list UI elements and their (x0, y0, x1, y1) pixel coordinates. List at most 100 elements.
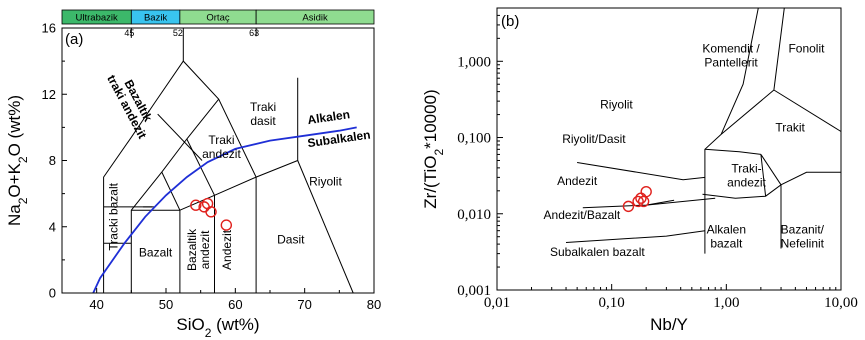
subscript: 2 (205, 326, 212, 340)
wf-x-tick-label: 0,10 (599, 295, 625, 311)
tas-field-label: Tracki bazalt (106, 182, 120, 250)
tas-field-label-line: andezit (202, 147, 241, 161)
silica-classification-bands: Ultrabazik Bazik Ortaç Asidik 45 52 63 (61, 9, 375, 38)
silica-band-label: Ortaç (206, 13, 229, 24)
wf-x-tick-label: 0,01 (484, 295, 510, 311)
tas-y-tick-label: 12 (42, 87, 56, 102)
tas-boundary-line (255, 77, 299, 293)
wf-field-label-line: Trakit (775, 120, 805, 134)
tas-field-boundaries (103, 28, 354, 294)
wf-boundary-line (704, 148, 761, 155)
tas-field-label: Traki dasit (250, 100, 276, 128)
tas-field-label-line: Bazaltik (185, 228, 199, 271)
subscript: 2 (16, 197, 30, 204)
wf-field-label: Fonolit (788, 42, 825, 56)
tas-field-label: Bazaltiktraki andezit (104, 66, 161, 141)
wf-field-label-line: Komendit / (702, 42, 760, 56)
tas-field-label-line: Bazalt (139, 246, 173, 260)
wf-field-label: Andezit (557, 174, 598, 188)
wf-field-label-line: Andezit/Bazalt (544, 208, 621, 222)
tas-sample-point (190, 199, 202, 211)
tas-field-label-line: Dasit (277, 232, 305, 246)
label-arrow (157, 113, 203, 161)
wf-boundary-line (577, 162, 705, 181)
wf-field-label: Komendit / Pantellerit (702, 42, 760, 70)
tas-field-label: Andezit (220, 229, 234, 270)
wf-field-label: Bazanit/Nefelinit (781, 223, 825, 251)
tas-field-label-line: Traki (208, 133, 234, 147)
tas-y-tick-label: 8 (49, 153, 56, 168)
wf-field-label: Subalkalen bazalt (550, 245, 645, 259)
tas-field-label-line: Traki (250, 100, 276, 114)
wf-y-tick-label: 0,001 (457, 283, 491, 299)
tas-y-tick-label: 16 (42, 21, 56, 36)
silica-band-label: Ultrabazik (76, 13, 118, 24)
tas-sample-points (190, 197, 233, 231)
tas-boundary-line (179, 176, 257, 293)
silica-band (255, 9, 375, 25)
wf-field-label: Riyolit (600, 98, 633, 112)
tas-diagram-panel: Ultrabazik Bazik Ortaç Asidik 45 52 63 Bazalti… (5, 9, 382, 340)
wf-field-label-line: Andezit (557, 174, 598, 188)
subscript: 2 (432, 149, 446, 156)
wf-field-label: Traki-andezit (727, 161, 766, 189)
wf-boundary-line (565, 230, 705, 243)
wf-y-tick-label: 1,000 (457, 54, 491, 70)
tas-x-tick-label: 60 (228, 297, 242, 312)
tas-y-tick-label: 0 (49, 286, 56, 301)
tas-y-tick-label: 4 (49, 219, 56, 234)
wf-field-label: Alkalen bazalt (707, 223, 746, 251)
wf-field-labels: Komendit / Pantellerit Fonolit Riyolit Traki… (544, 42, 826, 259)
tas-x-axis-title: SiO2 (wt%) (176, 315, 259, 340)
text-run: O (wt%) (5, 95, 24, 156)
tas-field-label-line: Riyolit (309, 174, 342, 188)
wf-field-label-line: Nefelinit (781, 237, 825, 251)
wf-boundary-line (702, 171, 841, 199)
wf-field-label-line: Riyolit (600, 98, 633, 112)
text-run: Zr/(TiO (421, 156, 440, 209)
tas-x-tick-label: 80 (367, 297, 381, 312)
wf-field-label-line: Traki- (731, 161, 761, 175)
wf-field-label-line: andezit (727, 175, 766, 189)
silica-band-tick-label: 52 (173, 28, 183, 38)
tas-x-tick-label: 50 (159, 297, 173, 312)
tas-x-tick-label: 70 (297, 297, 311, 312)
wf-y-tick-label: 0,100 (457, 131, 491, 147)
tas-sample-point (220, 219, 233, 231)
silica-band-label: Bazik (144, 13, 167, 24)
text-run: O+K (5, 162, 24, 197)
wf-field-label: Andezit/Bazalt (544, 208, 621, 222)
wf-field-label-line: Bazanit/ (781, 223, 825, 237)
wf-sample-point (640, 185, 652, 198)
subscript: 2 (16, 156, 30, 163)
text-run: *10000) (421, 89, 440, 149)
tas-boundary-line (297, 160, 354, 294)
alkalic-subalkalic-divider (92, 126, 357, 294)
wf-x-axis-title: Nb/Y (650, 315, 688, 334)
wf-boundary-line (760, 154, 782, 197)
wf-boundary-line (720, 7, 759, 135)
wf-x-tick-label: 1,00 (713, 295, 739, 311)
tas-field-label: Dasit (277, 232, 305, 246)
alkalen-series-label: Alkalen (307, 107, 351, 127)
tas-axes: 40 50 60 70 80 0 4 8 12 16 (42, 21, 382, 313)
wf-field-label-line: Riyolit/Dasit (562, 132, 626, 146)
text-run: (wt%) (211, 315, 259, 334)
wf-boundary-line (704, 134, 722, 254)
tas-sample-point (205, 206, 217, 218)
wf-boundary-line (646, 199, 675, 206)
wf-field-label: Trakit (775, 120, 805, 134)
tas-field-label: Riyolit (309, 174, 342, 188)
silica-band-label: Asidik (302, 13, 328, 24)
subalkalen-series-label: Subalkalen (307, 128, 372, 151)
panel-label-b: (b) (501, 13, 519, 30)
wf-field-label: Riyolit/Dasit (562, 132, 626, 146)
wf-field-label-line: Subalkalen bazalt (550, 245, 645, 259)
wf-y-axis-title: Zr/(TiO2*10000) (421, 89, 446, 208)
wf-field-label-line: Fonolit (788, 42, 825, 56)
text-run: Na (5, 204, 24, 226)
panel-label-a: (a) (65, 31, 83, 48)
tas-x-tick-label: 40 (89, 297, 103, 312)
